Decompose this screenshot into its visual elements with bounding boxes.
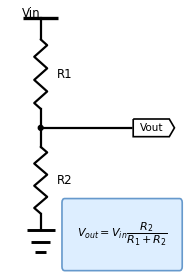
Polygon shape	[133, 119, 174, 137]
Text: R1: R1	[56, 68, 72, 81]
Text: R2: R2	[56, 174, 72, 187]
Text: Vin: Vin	[22, 7, 41, 20]
Text: $V_{out} = V_{in}\dfrac{R_2}{R_1 + R_2}$: $V_{out} = V_{in}\dfrac{R_2}{R_1 + R_2}$	[77, 221, 168, 248]
Ellipse shape	[38, 125, 43, 130]
FancyBboxPatch shape	[62, 199, 182, 271]
Text: Vout: Vout	[140, 123, 164, 133]
